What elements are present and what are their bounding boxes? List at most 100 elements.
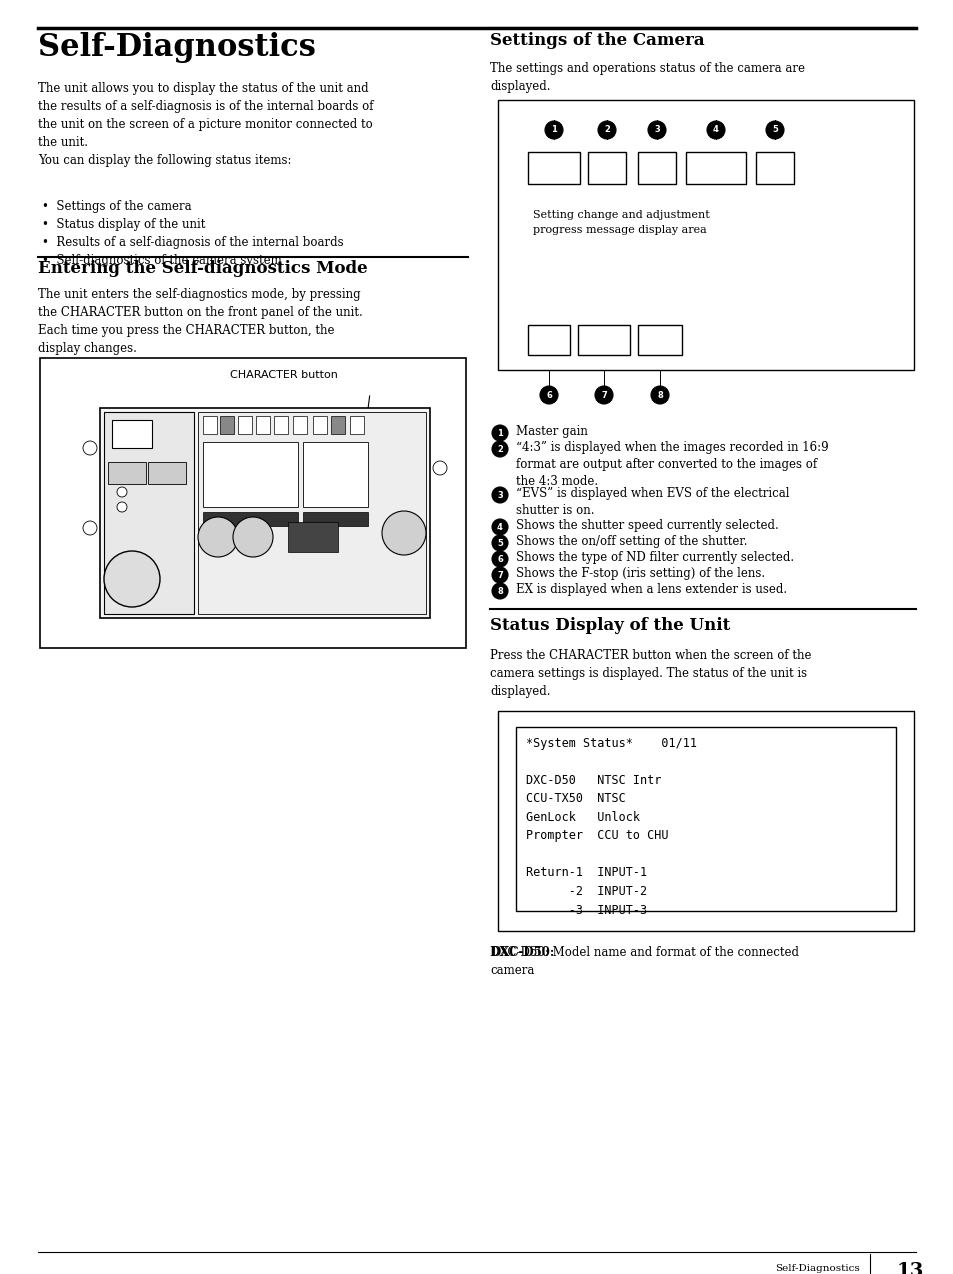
Circle shape [598,121,616,139]
Text: •  Settings of the camera: • Settings of the camera [42,200,192,213]
Bar [350,417,364,434]
Text: Setting change and adjustment
progress message display area: Setting change and adjustment progress m… [533,210,709,234]
Text: 1: 1 [497,428,502,437]
Circle shape [492,550,507,567]
Text: Settings of the Camera: Settings of the Camera [490,32,704,48]
Bar [303,512,368,526]
Bar [755,152,793,183]
Text: 13: 13 [896,1263,923,1274]
Circle shape [492,519,507,535]
Bar [638,325,681,355]
Text: Shows the type of ND filter currently selected.: Shows the type of ND filter currently se… [516,550,793,564]
Circle shape [492,487,507,503]
Circle shape [433,461,447,475]
Bar [587,152,625,183]
Text: CABLE
ALARM: CABLE ALARM [149,462,163,470]
Text: DXC-D50: Model name and format of the connected
camera: DXC-D50: Model name and format of the co… [490,947,799,977]
Text: DXC-D50:: DXC-D50: [490,947,554,959]
Text: CHARACTER button: CHARACTER button [230,369,337,380]
Bar [100,408,430,618]
Bar [288,522,337,552]
Bar [303,442,368,507]
Text: POWER: POWER [109,462,124,466]
Bar [527,325,569,355]
Bar [331,417,345,434]
Text: •  Results of a self-diagnosis of the internal boards: • Results of a self-diagnosis of the int… [42,236,343,248]
Text: Press the CHARACTER button when the screen of the
camera settings is displayed. : Press the CHARACTER button when the scre… [490,648,811,698]
Text: •  Status display of the unit: • Status display of the unit [42,218,205,231]
Circle shape [492,426,507,441]
Circle shape [765,121,783,139]
Bar [112,420,152,448]
Text: Entering the Self-diagnostics Mode: Entering the Self-diagnostics Mode [38,260,367,276]
Text: 8: 8 [497,586,502,595]
Text: 3: 3 [497,490,502,499]
Text: 2: 2 [603,126,609,135]
Text: Status Display of the Unit: Status Display of the Unit [490,617,729,634]
Bar [638,152,676,183]
Text: “EVS” is displayed when EVS of the electrical
shutter is on.: “EVS” is displayed when EVS of the elect… [516,487,789,517]
Text: GAIN: GAIN [323,445,336,448]
Text: Self-Diagnostics: Self-Diagnostics [38,32,315,62]
Circle shape [544,121,562,139]
Bar [198,412,426,614]
Text: 1: 1 [551,126,557,135]
Bar [293,417,307,434]
Text: 8: 8 [657,391,662,400]
Text: MASTER
BLACK: MASTER BLACK [291,524,308,533]
Circle shape [647,121,665,139]
Text: 7: 7 [600,391,606,400]
Bar [203,417,216,434]
Bar [497,711,913,931]
Text: ND:1: ND:1 [532,327,565,341]
Text: The unit enters the self-diagnostics mode, by pressing
the CHARACTER button on t: The unit enters the self-diagnostics mod… [38,288,362,355]
Circle shape [539,386,558,404]
Text: 6: 6 [497,554,502,563]
Bar [203,512,297,526]
Text: 6: 6 [545,391,552,400]
Text: WHITE/BLACK BALANCE: WHITE/BLACK BALANCE [208,513,256,517]
Bar [516,727,895,911]
Bar [527,152,579,183]
Bar [578,325,629,355]
Text: 4: 4 [497,522,502,531]
Text: 5: 5 [771,126,777,135]
Text: CLOSE: CLOSE [582,327,624,341]
Text: •  Self-diagnostics of the camera system: • Self-diagnostics of the camera system [42,254,281,268]
Text: 1/2000: 1/2000 [690,154,740,168]
Circle shape [83,521,97,535]
Text: OFF: OFF [761,154,787,168]
Circle shape [117,502,127,512]
Text: *System Status*    01/11

DXC-D50   NTSC Intr
CCU-TX50  NTSC
GenLock   Unlock
Pr: *System Status* 01/11 DXC-D50 NTSC Intr … [525,736,697,916]
Circle shape [104,550,160,606]
Text: The unit allows you to display the status of the unit and
the results of a self-: The unit allows you to display the statu… [38,82,374,167]
Bar [685,152,745,183]
Text: Shows the shutter speed currently selected.: Shows the shutter speed currently select… [516,519,778,533]
Text: x1.5: x1.5 [642,327,676,341]
Circle shape [83,441,97,455]
Circle shape [492,535,507,550]
Text: 4: 4 [712,126,719,135]
Circle shape [595,386,613,404]
Bar [104,412,193,614]
Text: CAMERA CONTROL UNIT: CAMERA CONTROL UNIT [210,610,275,615]
Bar [203,442,297,507]
Circle shape [492,567,507,583]
Circle shape [706,121,724,139]
Bar [148,462,186,484]
Text: Master gain: Master gain [516,426,587,438]
Text: 7: 7 [497,571,502,580]
Text: 3: 3 [654,126,659,135]
Text: EX is displayed when a lens extender is used.: EX is displayed when a lens extender is … [516,583,786,596]
Text: Self-Diagnostics: Self-Diagnostics [775,1264,859,1273]
Text: -3dB: -3dB [537,154,570,168]
Bar [255,417,270,434]
Text: 2: 2 [497,445,502,454]
Text: Shows the F-stop (iris setting) of the lens.: Shows the F-stop (iris setting) of the l… [516,567,764,580]
Text: “4:3” is displayed when the images recorded in 16:9
format are output after conv: “4:3” is displayed when the images recor… [516,441,828,488]
Text: EVS: EVS [644,154,669,168]
Circle shape [233,517,273,557]
Bar [108,462,146,484]
Bar [220,417,233,434]
Circle shape [492,583,507,599]
